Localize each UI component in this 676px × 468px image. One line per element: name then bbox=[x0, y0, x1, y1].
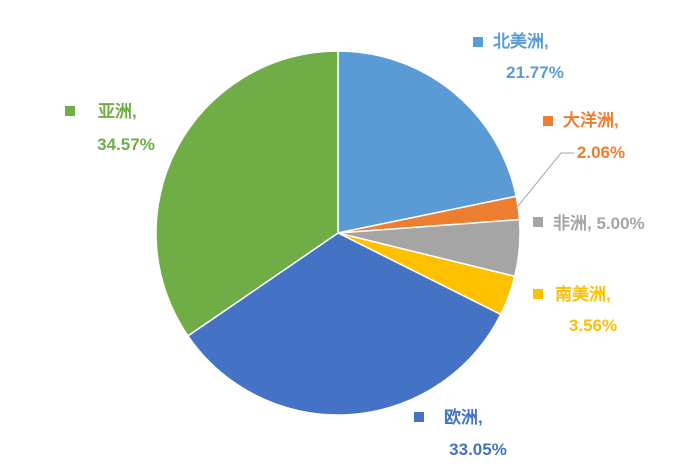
data-label-value: 21.77% bbox=[506, 63, 564, 82]
leader-line bbox=[515, 152, 574, 209]
pie-slice bbox=[337, 50, 518, 234]
data-label-value: 34.57% bbox=[97, 135, 155, 154]
legend-key bbox=[543, 116, 553, 126]
legend-key bbox=[65, 106, 75, 116]
legend-key bbox=[533, 217, 543, 227]
legend-key bbox=[414, 412, 424, 422]
data-label-name: 亚洲, bbox=[98, 102, 137, 121]
legend-key bbox=[473, 37, 483, 47]
data-label-value: 3.56% bbox=[569, 316, 617, 335]
data-label-value: 33.05% bbox=[449, 440, 507, 459]
pie-slice bbox=[186, 232, 502, 416]
data-label-name: 大洋洲, bbox=[563, 110, 619, 130]
data-label-name: 北美洲, bbox=[493, 31, 549, 51]
legend-key bbox=[533, 289, 543, 299]
pie-slice bbox=[155, 50, 339, 337]
data-label-name: 南美洲, bbox=[555, 284, 611, 304]
data-label-value: 2.06% bbox=[577, 143, 625, 162]
data-label-name: 欧洲, bbox=[444, 407, 483, 427]
data-label-name: 非洲, 5.00% bbox=[553, 213, 645, 233]
